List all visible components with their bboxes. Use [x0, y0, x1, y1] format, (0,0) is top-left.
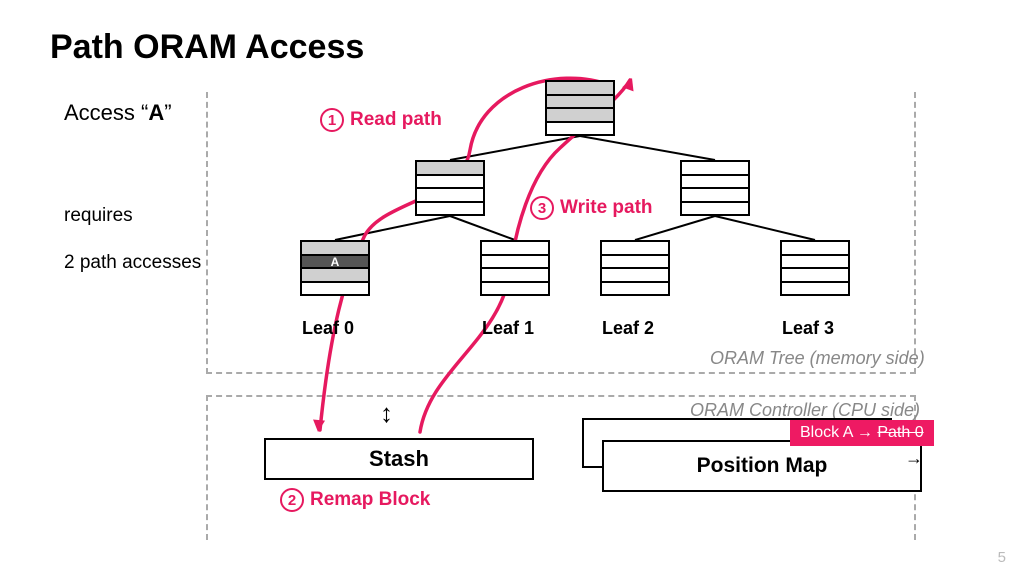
leaf-label-0: Leaf 0: [302, 318, 354, 339]
access-block: A: [148, 100, 164, 125]
step-write: 3Write path: [530, 196, 653, 220]
leaf-label-1: Leaf 1: [482, 318, 534, 339]
stash-box: Stash: [264, 438, 534, 480]
position-map-box: Position Map: [602, 440, 922, 492]
bucket-leaf2: [600, 240, 670, 296]
bucket-leaf3: [780, 240, 850, 296]
block-mapping-badge: Block A → Path 0: [790, 420, 934, 446]
requires-text: requires: [64, 205, 133, 227]
slide-title: Path ORAM Access: [50, 28, 364, 67]
access-prefix: Access “: [64, 100, 148, 125]
step-remap: 2Remap Block: [280, 488, 430, 512]
bucket-leaf0: A: [300, 240, 370, 296]
bucket-l1b: [680, 160, 750, 216]
step-read: 1Read path: [320, 108, 442, 132]
bucket-root: [545, 80, 615, 136]
path-accesses-text: 2 path accesses: [64, 252, 201, 274]
leaf-label-3: Leaf 3: [782, 318, 834, 339]
position-map-arrow-icon: →: [905, 448, 923, 469]
leaf-label-2: Leaf 2: [602, 318, 654, 339]
badge-strike: Path 0: [877, 424, 923, 441]
bucket-l1a: [415, 160, 485, 216]
page-number: 5: [998, 549, 1006, 566]
tree-region-label: ORAM Tree (memory side): [710, 348, 925, 369]
access-suffix: ”: [164, 100, 171, 125]
stash-sync-icon: ↕: [380, 398, 393, 429]
badge-prefix: Block A →: [800, 424, 877, 441]
bucket-leaf1: [480, 240, 550, 296]
access-label: Access “A”: [64, 100, 172, 126]
